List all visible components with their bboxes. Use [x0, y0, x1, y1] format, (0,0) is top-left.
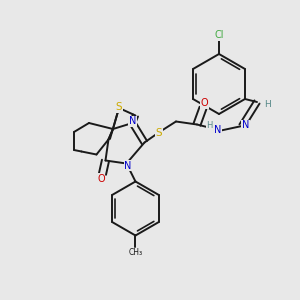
Text: H: H — [264, 100, 271, 109]
Text: N: N — [129, 116, 136, 127]
Text: O: O — [97, 173, 105, 184]
Text: N: N — [124, 161, 132, 171]
Text: S: S — [156, 128, 162, 139]
Text: CH₃: CH₃ — [128, 248, 142, 257]
Text: N: N — [214, 125, 221, 135]
Text: N: N — [242, 120, 249, 130]
Text: Cl: Cl — [214, 30, 224, 40]
Text: S: S — [116, 102, 122, 112]
Text: O: O — [201, 98, 208, 109]
Text: H: H — [206, 121, 213, 130]
